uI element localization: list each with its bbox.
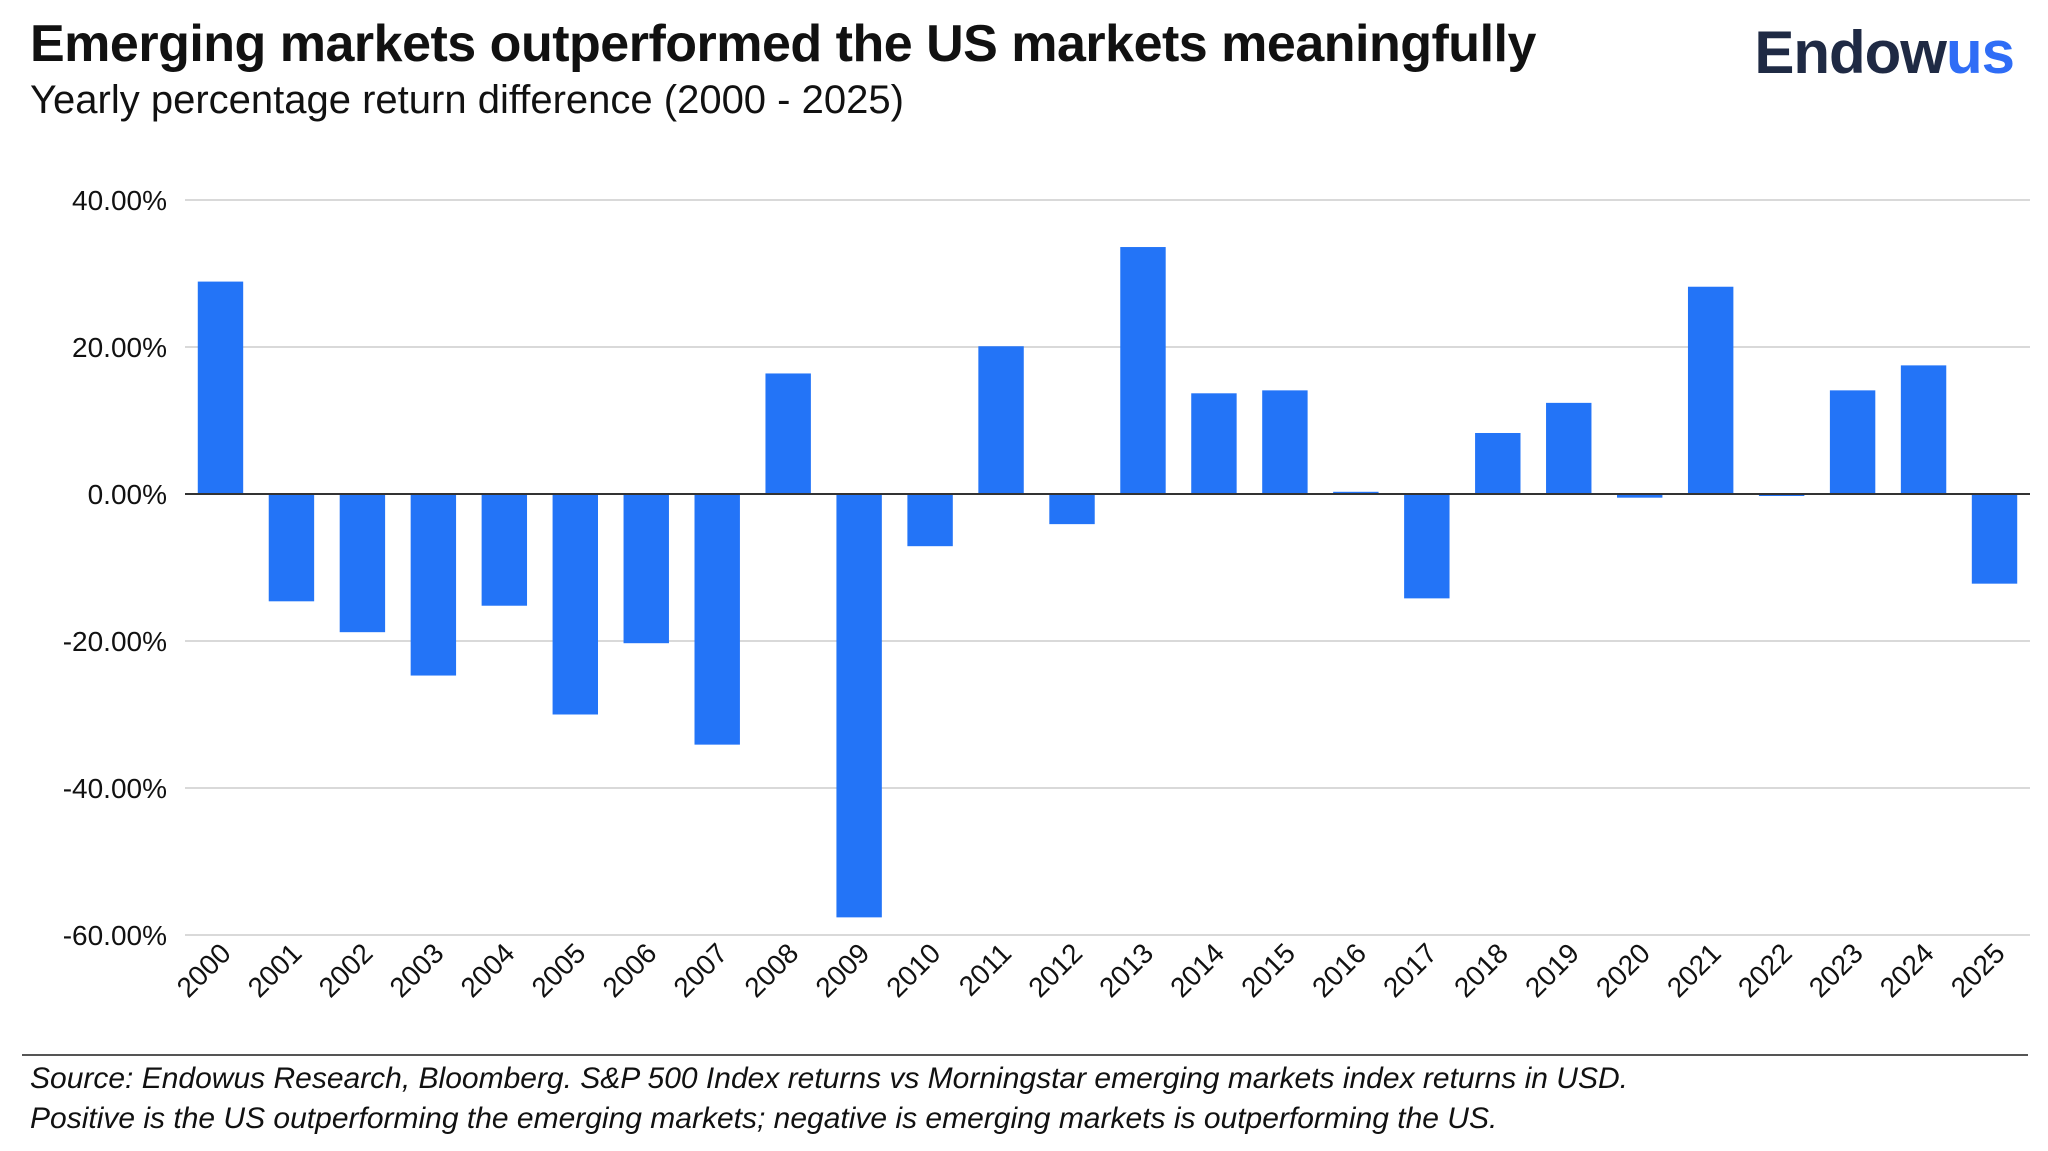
x-tick-label: 2025 xyxy=(1945,937,2011,1003)
bar-2015 xyxy=(1262,390,1308,494)
x-tick-label: 2015 xyxy=(1235,937,1301,1003)
bar-2025 xyxy=(1971,494,2018,584)
x-tick-label: 2002 xyxy=(313,937,379,1003)
bar-2018 xyxy=(1475,432,1521,494)
x-tick-label: 2007 xyxy=(667,937,733,1003)
x-tick-label: 2000 xyxy=(171,937,237,1003)
bar-2023 xyxy=(1829,390,1876,494)
chart-title: Emerging markets outperformed the US mar… xyxy=(30,15,1536,73)
x-tick-label: 2022 xyxy=(1732,937,1798,1003)
bar-2024 xyxy=(1900,365,1947,494)
bar-2006 xyxy=(623,494,669,644)
x-tick-label: 2006 xyxy=(597,937,663,1003)
grid-lines xyxy=(185,199,2030,936)
bar-2003 xyxy=(410,494,457,676)
x-tick-label: 2016 xyxy=(1306,937,1372,1003)
bar-2017 xyxy=(1404,494,1450,599)
x-tick-label: 2005 xyxy=(526,937,592,1003)
x-tick-label: 2014 xyxy=(1164,937,1230,1003)
x-tick-label: 2023 xyxy=(1803,937,1869,1003)
x-tick-label: 2013 xyxy=(1093,937,1159,1003)
x-tick-label: 2019 xyxy=(1519,937,1585,1003)
source-note-line-2: Positive is the US outperforming the eme… xyxy=(30,1102,1498,1135)
bar-2000 xyxy=(197,281,244,494)
x-tick-label: 2018 xyxy=(1448,937,1514,1003)
y-tick-label: -40.00% xyxy=(63,773,167,804)
logo-text-primary: Endow xyxy=(1754,19,1947,86)
y-tick-label: 0.00% xyxy=(88,479,167,510)
x-tick-label: 2009 xyxy=(809,937,875,1003)
bar-2021 xyxy=(1687,286,1734,494)
y-tick-label: 40.00% xyxy=(72,185,167,216)
source-note-line-1: Source: Endowus Research, Bloomberg. S&P… xyxy=(30,1062,1628,1095)
bar-2001 xyxy=(268,494,315,602)
x-tick-label: 2010 xyxy=(880,937,946,1003)
x-axis-tick-labels: 2000 2001 2002 2003 2004 2005 2006 2007 2008 2009… xyxy=(171,937,2011,1003)
x-tick-label: 2020 xyxy=(1590,937,1656,1003)
bar-2005 xyxy=(552,494,598,715)
bar-2010 xyxy=(907,494,953,547)
bar-series xyxy=(197,247,2018,918)
bar-chart: 40.00% 20.00% 0.00% -20.00% -40.00% -60.00% 2… xyxy=(63,185,2030,1003)
bar-2007 xyxy=(694,494,740,745)
bar-2002 xyxy=(339,494,386,633)
bar-2009 xyxy=(836,494,882,918)
x-tick-label: 2003 xyxy=(384,937,450,1003)
bar-2013 xyxy=(1120,247,1166,494)
chart-subtitle: Yearly percentage return difference (200… xyxy=(30,78,904,122)
x-tick-label: 2004 xyxy=(455,937,521,1003)
y-tick-label: -20.00% xyxy=(63,626,167,657)
bar-2012 xyxy=(1049,494,1095,525)
x-tick-label: 2017 xyxy=(1377,937,1443,1003)
bar-2011 xyxy=(978,346,1024,494)
bar-2004 xyxy=(481,494,528,606)
x-tick-label: 2012 xyxy=(1022,937,1088,1003)
x-tick-label: 2001 xyxy=(242,937,308,1003)
x-tick-label: 2024 xyxy=(1874,937,1940,1003)
footer-divider xyxy=(22,1054,2028,1056)
bar-2016 xyxy=(1333,491,1379,494)
logo-text-accent: us xyxy=(1945,19,2015,86)
endowus-logo: Endowus xyxy=(1754,18,2015,87)
x-tick-label: 2021 xyxy=(1661,937,1727,1003)
bar-2020 xyxy=(1617,494,1663,498)
bar-2008 xyxy=(765,373,811,494)
bar-2014 xyxy=(1191,393,1237,494)
y-tick-label: 20.00% xyxy=(72,332,167,363)
bar-2019 xyxy=(1546,402,1592,494)
y-tick-label: -60.00% xyxy=(63,920,167,951)
x-tick-label: 2008 xyxy=(738,937,804,1003)
y-axis-tick-labels: 40.00% 20.00% 0.00% -20.00% -40.00% -60.00% xyxy=(63,185,167,951)
x-tick-label: 2011 xyxy=(953,937,1018,1002)
